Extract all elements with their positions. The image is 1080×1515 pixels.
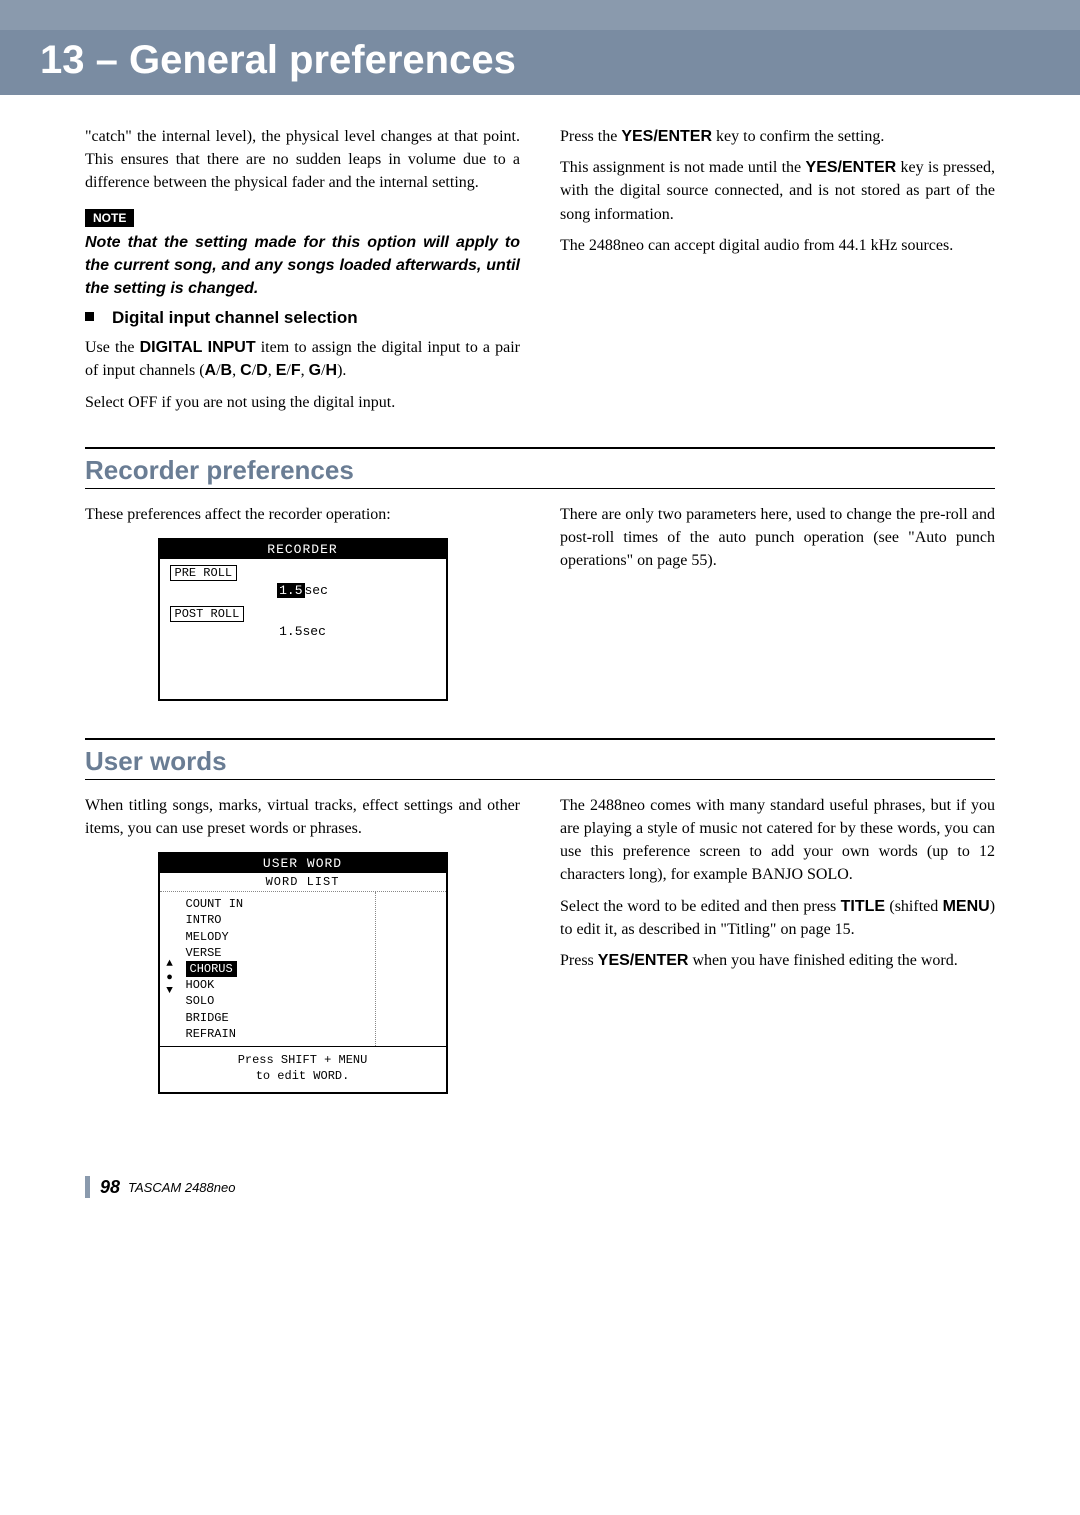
page: 13 – General preferences "catch" the int… [0, 0, 1080, 1238]
word-list-item: BRIDGE [186, 1010, 369, 1026]
userwords-right-p2: Select the word to be edited and then pr… [560, 895, 995, 941]
lcd-outer-2: USER WORD WORD LIST ▲ ● ▼ COUNT ININTROM… [158, 852, 448, 1094]
intro-right-p1: Press the YES/ENTER key to confirm the s… [560, 125, 995, 148]
word-list-item: SOLO [186, 993, 369, 1009]
word-list-item: MELODY [186, 929, 369, 945]
section-underline [85, 488, 995, 489]
up-arrow-icon: ▲ [166, 958, 173, 971]
recorder-lcd: RECORDER PRE ROLL 1.5sec POST ROLL 1.5se… [158, 538, 448, 701]
userwords-columns: When titling songs, marks, virtual track… [85, 794, 995, 1106]
word-list-item: INTRO [186, 912, 369, 928]
digital-input-heading: Digital input channel selection [85, 308, 520, 328]
lcd-body: PRE ROLL 1.5sec POST ROLL 1.5sec [160, 559, 446, 699]
intro-left-p3: Select OFF if you are not using the digi… [85, 391, 520, 414]
lcd-subtitle: WORD LIST [160, 873, 446, 892]
intro-left-p1: "catch" the internal level), the physica… [85, 125, 520, 195]
chapter-title: 13 – General preferences [40, 38, 1040, 83]
intro-right-p3: The 2488neo can accept digital audio fro… [560, 234, 995, 257]
footer-page-number: 98 [100, 1177, 120, 1198]
pre-roll-label: PRE ROLL [170, 565, 238, 581]
lcd-arrows: ▲ ● ▼ [160, 892, 180, 1046]
recorder-left-p1: These preferences affect the recorder op… [85, 503, 520, 526]
word-list-item: VERSE [186, 945, 369, 961]
word-list-item: COUNT IN [186, 896, 369, 912]
intro-right-p2: This assignment is not made until the YE… [560, 156, 995, 226]
footer: 98 TASCAM 2488neo [0, 1146, 1080, 1238]
header-band: 13 – General preferences [0, 30, 1080, 95]
lcd-hint: Press SHIFT + MENU to edit WORD. [160, 1046, 446, 1092]
note-text: Note that the setting made for this opti… [85, 231, 520, 301]
userwords-right-p1: The 2488neo comes with many standard use… [560, 794, 995, 887]
section-underline-2 [85, 779, 995, 780]
post-roll-label: POST ROLL [170, 606, 245, 622]
lcd-list-wrap: ▲ ● ▼ COUNT ININTROMELODYVERSECHORUSHOOK… [160, 892, 446, 1046]
userwords-lcd: USER WORD WORD LIST ▲ ● ▼ COUNT ININTROM… [158, 852, 448, 1094]
intro-columns: "catch" the internal level), the physica… [85, 125, 995, 422]
recorder-right-col: There are only two parameters here, used… [560, 503, 995, 713]
userwords-left-col: When titling songs, marks, virtual track… [85, 794, 520, 1106]
recorder-left-col: These preferences affect the recorder op… [85, 503, 520, 713]
section-divider-2 [85, 738, 995, 740]
userwords-left-p1: When titling songs, marks, virtual track… [85, 794, 520, 840]
hint-line-1: Press SHIFT + MENU [160, 1053, 446, 1069]
recorder-title: Recorder preferences [85, 455, 995, 486]
dot-icon: ● [166, 972, 173, 985]
down-arrow-icon: ▼ [166, 985, 173, 998]
word-list-item: REFRAIN [186, 1026, 369, 1042]
word-list-item: CHORUS [186, 961, 369, 977]
header-strip [0, 0, 1080, 30]
intro-left-p2: Use the DIGITAL INPUT item to assign the… [85, 336, 520, 382]
post-roll-value: 1.5sec [170, 622, 436, 645]
intro-right-col: Press the YES/ENTER key to confirm the s… [560, 125, 995, 422]
sub-heading-text: Digital input channel selection [112, 308, 358, 327]
hint-line-2: to edit WORD. [160, 1069, 446, 1085]
lcd-word-list: COUNT ININTROMELODYVERSECHORUSHOOKSOLOBR… [180, 892, 376, 1046]
word-list-item: HOOK [186, 977, 369, 993]
intro-left-col: "catch" the internal level), the physica… [85, 125, 520, 422]
userwords-right-p3: Press YES/ENTER when you have finished e… [560, 949, 995, 972]
lcd-spacer [376, 892, 446, 1046]
recorder-columns: These preferences affect the recorder op… [85, 503, 995, 713]
recorder-right-p1: There are only two parameters here, used… [560, 503, 995, 573]
footer-product-name: TASCAM 2488neo [128, 1180, 235, 1195]
bullet-icon [85, 312, 94, 321]
userwords-right-col: The 2488neo comes with many standard use… [560, 794, 995, 1106]
lcd-title-2: USER WORD [160, 854, 446, 873]
pre-roll-value: 1.5sec [170, 581, 436, 604]
note-label: NOTE [85, 209, 134, 227]
section-divider [85, 447, 995, 449]
lcd-title: RECORDER [160, 540, 446, 559]
userwords-title: User words [85, 746, 995, 777]
content-area: "catch" the internal level), the physica… [0, 95, 1080, 1146]
footer-bar-icon [85, 1176, 90, 1198]
lcd-outer: RECORDER PRE ROLL 1.5sec POST ROLL 1.5se… [158, 538, 448, 701]
